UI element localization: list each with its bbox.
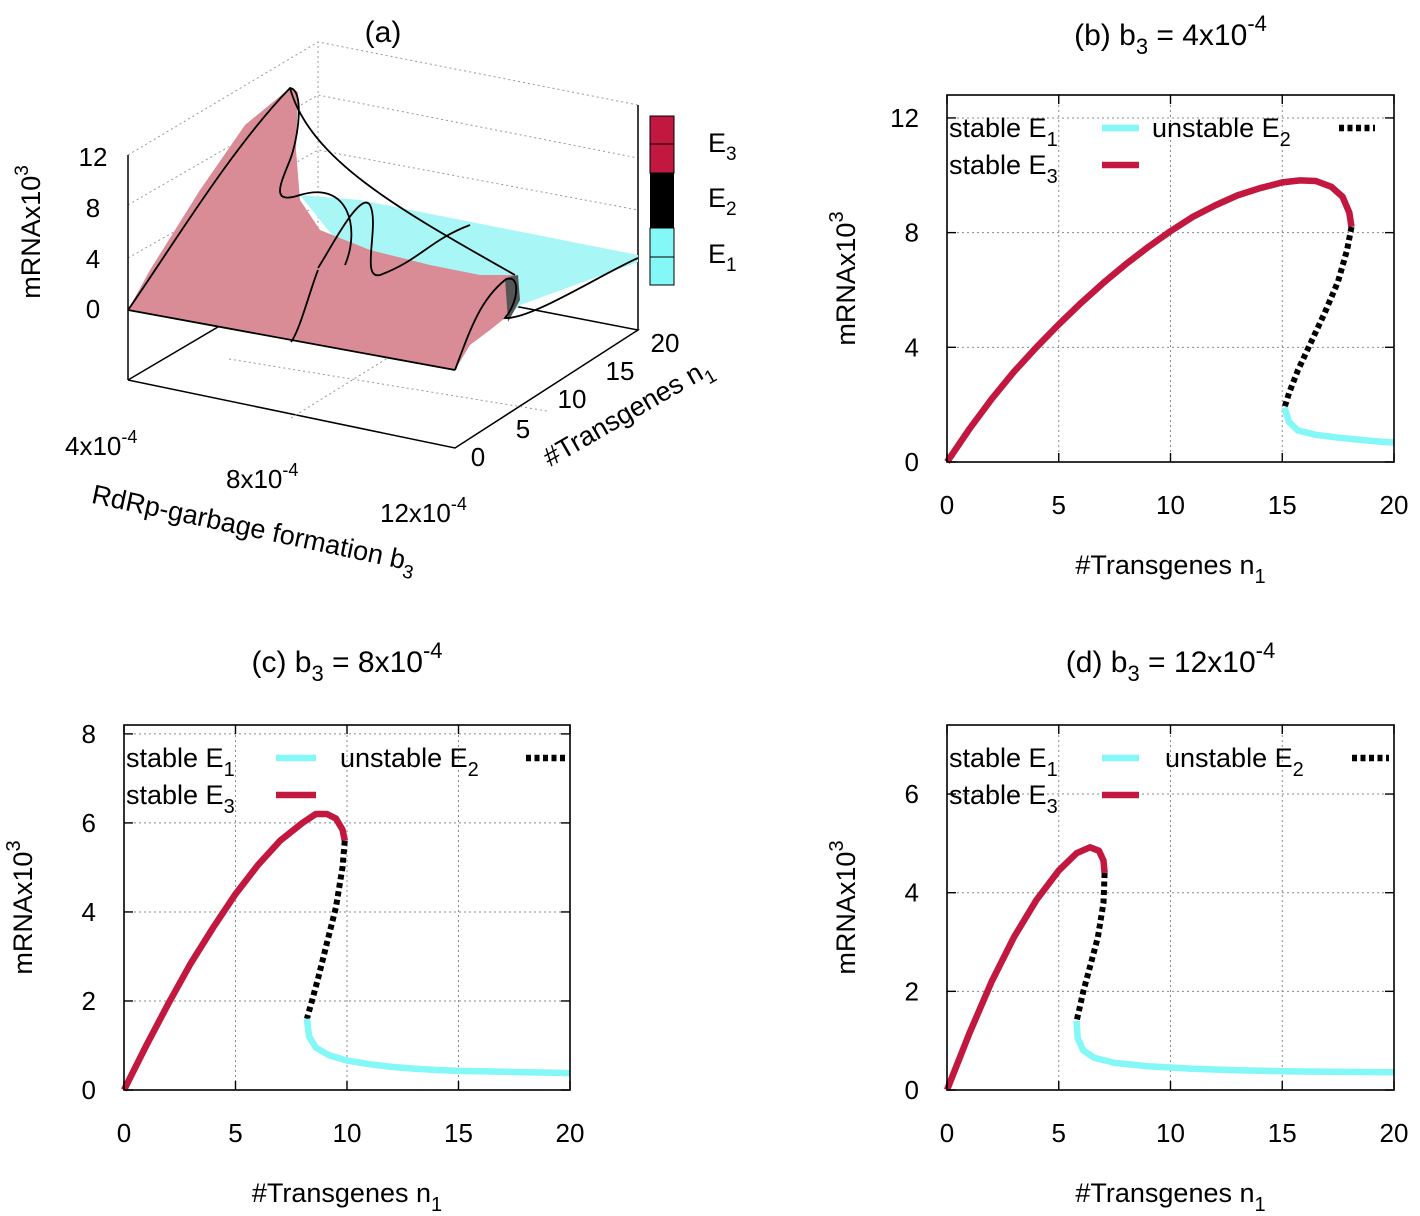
panel-c-ytick-label: 4 bbox=[82, 897, 96, 927]
panel-a-zlabel: mRNAx103 bbox=[12, 165, 46, 299]
panel-b-bifurcation-plot: (b) b3 = 4x10-4 0 5 10 15 20 0 4 8 12 #Transgenes … bbox=[826, 11, 1408, 588]
panel-c-series-e2 bbox=[304, 840, 348, 1020]
panel-c-xlabel: #Transgenes n1 bbox=[252, 1178, 442, 1216]
panel-d-xtick-label: 10 bbox=[1156, 1118, 1185, 1148]
panel-a-surface bbox=[127, 87, 639, 371]
panel-c-ytick-label: 0 bbox=[82, 1075, 96, 1105]
panel-b-title: (b) b3 = 4x10-4 bbox=[1074, 11, 1267, 59]
panel-b-xtick-label: 10 bbox=[1156, 490, 1185, 520]
colorbar-e2 bbox=[650, 173, 674, 228]
panel-d-legend-label: stable E1 bbox=[949, 743, 1058, 781]
panel-a-ztick-label: 4 bbox=[86, 244, 100, 274]
panel-b-series-e3 bbox=[944, 177, 1355, 464]
panel-c-ytick-label: 6 bbox=[82, 808, 96, 838]
panel-c-legend: stable E1 unstable E2 stable E3 bbox=[126, 743, 566, 818]
panel-b-ytick-label: 12 bbox=[890, 103, 919, 133]
panel-d-bifurcation-plot: (d) b3 = 12x10-4 0 5 10 15 20 0 2 4 6 #Transgenes … bbox=[826, 638, 1408, 1216]
panel-b-legend-label: stable E1 bbox=[949, 113, 1058, 151]
panel-d-xtick-label: 0 bbox=[940, 1118, 954, 1148]
panel-d-ytick-label: 6 bbox=[905, 779, 919, 809]
panel-b-legend-label: unstable E2 bbox=[1152, 113, 1291, 151]
panel-c-series-e1 bbox=[303, 1018, 571, 1077]
panel-a-b3-tick-label: 4x10-4 bbox=[65, 427, 137, 461]
panel-a-n1-tick-label: 10 bbox=[558, 384, 587, 414]
panel-a-n1-tick-label: 15 bbox=[606, 356, 635, 386]
panel-a-b3-ticks: 4x10-4 8x10-4 12x10-4 bbox=[65, 427, 467, 528]
panel-a-ztick-label: 0 bbox=[86, 294, 100, 324]
panel-b-ytick-label: 8 bbox=[905, 218, 919, 248]
panel-c-series-e3 bbox=[121, 810, 348, 1092]
panel-b-ticks: 0 5 10 15 20 0 4 8 12 bbox=[890, 95, 1408, 520]
panel-d-ytick-label: 2 bbox=[905, 976, 919, 1006]
panel-a-ztick-label: 12 bbox=[79, 142, 108, 172]
panel-c-legend-label: stable E3 bbox=[126, 780, 235, 818]
panel-b-series-e2 bbox=[1281, 226, 1355, 409]
panel-c-xtick-label: 20 bbox=[556, 1118, 585, 1148]
panel-b-ytick-label: 4 bbox=[905, 332, 919, 362]
panel-d-legend-label: stable E3 bbox=[949, 780, 1058, 818]
panel-a-n1-tick-label: 0 bbox=[471, 442, 485, 472]
panel-a-zticks: 0 4 8 12 bbox=[79, 142, 108, 324]
panel-a-colorbar: E3 E2 E1 bbox=[649, 115, 737, 286]
panel-b-xtick-label: 15 bbox=[1268, 490, 1297, 520]
panel-c-title: (c) b3 = 8x10-4 bbox=[251, 638, 442, 686]
panel-a-n1-ticks: 0 5 10 15 20 bbox=[471, 328, 680, 472]
panel-c-ylabel: mRNAx103 bbox=[3, 840, 38, 974]
panel-b-xtick-label: 0 bbox=[940, 490, 954, 520]
panel-b-legend: stable E1 unstable E2 stable E3 bbox=[949, 113, 1375, 188]
panel-c-xtick-label: 5 bbox=[228, 1118, 242, 1148]
panel-b-xtick-label: 5 bbox=[1052, 490, 1066, 520]
panel-b-series bbox=[944, 177, 1395, 464]
surface-e1-region bbox=[300, 195, 638, 320]
panel-b-xtick-label: 20 bbox=[1380, 490, 1409, 520]
panel-d-xtick-label: 20 bbox=[1380, 1118, 1409, 1148]
surface-edge-curves bbox=[127, 87, 639, 371]
panel-d-title: (d) b3 = 12x10-4 bbox=[1066, 638, 1275, 686]
surface-e3-region bbox=[128, 88, 518, 370]
colorbar-label-e2: E2 bbox=[708, 183, 737, 220]
panel-d-xtick-label: 15 bbox=[1268, 1118, 1297, 1148]
colorbar-label-e3: E3 bbox=[708, 128, 737, 165]
panel-d-ytick-label: 0 bbox=[905, 1075, 919, 1105]
panel-c-ytick-label: 8 bbox=[82, 719, 96, 749]
panel-b-series-e1 bbox=[1281, 406, 1395, 446]
panel-b-xlabel: #Transgenes n1 bbox=[1075, 550, 1265, 588]
panel-c-xtick-label: 0 bbox=[117, 1118, 131, 1148]
panel-a-b3-label: RdRp-garbage formation b3 bbox=[88, 479, 419, 584]
panel-b-grid bbox=[947, 95, 1394, 462]
panel-a-n1-tick-label: 5 bbox=[516, 414, 530, 444]
panel-d-series-e1 bbox=[1073, 1020, 1395, 1076]
panel-d-legend: stable E1 unstable E2 stable E3 bbox=[949, 743, 1389, 818]
panel-d-legend-label: unstable E2 bbox=[1165, 743, 1304, 781]
panel-c-ticks: 0 5 10 15 20 0 2 4 6 8 bbox=[82, 719, 585, 1148]
panel-d-ylabel: mRNAx103 bbox=[826, 840, 861, 974]
panel-c-xtick-label: 10 bbox=[333, 1118, 362, 1148]
panel-d-ytick-label: 4 bbox=[905, 878, 919, 908]
panel-c-bifurcation-plot: (c) b3 = 8x10-4 0 5 10 15 20 0 2 4 6 8 #Transgenes … bbox=[3, 638, 584, 1216]
panel-b-legend-label: stable E3 bbox=[949, 150, 1058, 188]
panel-c-legend-label: unstable E2 bbox=[340, 743, 479, 781]
panel-a-ztick-label: 8 bbox=[86, 193, 100, 223]
panel-a-b3-tick-label: 8x10-4 bbox=[226, 460, 298, 494]
panel-b-ylabel: mRNAx103 bbox=[826, 211, 861, 345]
panel-d-ticks: 0 5 10 15 20 0 2 4 6 bbox=[905, 725, 1409, 1148]
panel-d-xtick-label: 5 bbox=[1052, 1118, 1066, 1148]
panel-c-legend-label: stable E1 bbox=[126, 743, 235, 781]
panel-a-b3-tick-label: 12x10-4 bbox=[380, 494, 467, 528]
panel-d-grid bbox=[947, 725, 1394, 1090]
panel-c-grid bbox=[124, 725, 570, 1090]
panel-d-series-e3 bbox=[943, 844, 1108, 1092]
panel-d-series-e2 bbox=[1073, 872, 1108, 1022]
panel-d-series bbox=[943, 844, 1395, 1092]
colorbar-label-e1: E1 bbox=[708, 239, 737, 276]
panel-b-ytick-label: 0 bbox=[905, 447, 919, 477]
panel-a-title: (a) bbox=[365, 16, 402, 49]
panel-c-ytick-label: 2 bbox=[82, 986, 96, 1016]
panel-c-xtick-label: 15 bbox=[444, 1118, 473, 1148]
panel-a-n1-tick-label: 20 bbox=[651, 328, 680, 358]
panel-d-xlabel: #Transgenes n1 bbox=[1075, 1178, 1265, 1216]
panel-c-series bbox=[121, 810, 571, 1092]
